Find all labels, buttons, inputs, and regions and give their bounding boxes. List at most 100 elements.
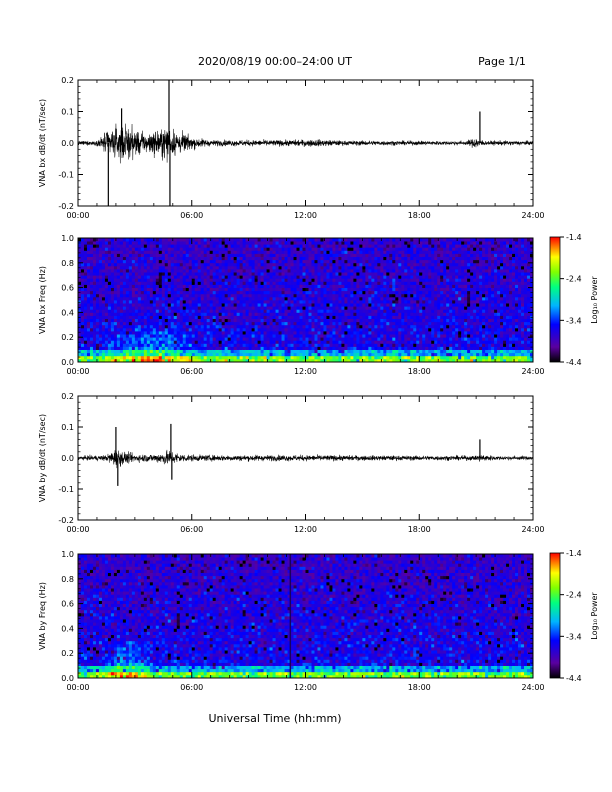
spectrogram-cell (386, 265, 390, 270)
spectrogram-cell (401, 238, 405, 242)
spectrogram-cell (284, 343, 288, 347)
spectrogram-cell (350, 278, 354, 282)
spectrogram-cell (260, 269, 264, 273)
spectrogram-cell (257, 238, 261, 242)
spectrogram-cell (434, 241, 438, 245)
spectrogram-cell (113, 324, 118, 329)
spectrogram-cell (188, 331, 193, 335)
spectrogram-cell (170, 324, 175, 329)
spectrogram-cell (425, 259, 429, 264)
spectrogram-cell (323, 337, 327, 341)
spectrogram-cell (257, 253, 261, 257)
spectrogram-cell (425, 309, 429, 313)
spectrogram-cell (299, 238, 303, 242)
spectrogram-cell (416, 321, 420, 326)
spectrogram-cell (98, 300, 103, 304)
spectrogram-cell (230, 269, 235, 273)
spectrogram-cell (236, 290, 241, 295)
spectrogram-cell (125, 293, 130, 298)
spectrogram-cell (161, 352, 166, 357)
spectrogram-cell (359, 269, 363, 273)
spectrogram-cell (155, 349, 160, 354)
spectrogram-cell (296, 256, 300, 261)
spectrogram-cell (431, 303, 435, 307)
spectrogram-cell (140, 324, 145, 329)
spectrogram-cell (254, 321, 258, 326)
spectrogram-cell (155, 296, 160, 301)
spectrogram-cell (191, 349, 196, 354)
spectrogram-cell (338, 327, 342, 332)
spectrogram-cell (365, 296, 369, 301)
spectrogram-cell (368, 265, 372, 270)
spectrogram-cell (314, 296, 318, 301)
spectrogram-cell (428, 269, 432, 273)
spectrogram-cell (413, 241, 417, 245)
spectrogram-cell (140, 247, 145, 251)
spectrogram-cell (302, 262, 306, 267)
spectrogram-cell (359, 337, 363, 341)
spectrogram-cell (293, 315, 297, 319)
spectrogram-cell (434, 253, 438, 257)
spectrogram-cell (149, 337, 154, 341)
spectrogram-cell (95, 262, 100, 267)
spectrogram-cell (329, 253, 333, 257)
spectrogram-cell (395, 303, 399, 307)
spectrogram-cell (347, 303, 351, 307)
spectrogram-cell (83, 241, 88, 245)
spectrogram-cell (80, 265, 85, 270)
spectrogram-cell (107, 247, 112, 251)
spectrogram-cell (422, 355, 426, 360)
spectrogram-cell (164, 358, 169, 363)
spectrogram-cell (227, 303, 232, 307)
spectrogram-cell (206, 284, 211, 288)
spectrogram-cell (380, 244, 384, 248)
spectrogram-cell (218, 334, 223, 338)
spectrogram-cell (314, 262, 318, 267)
spectrogram-cell (422, 337, 426, 341)
spectrogram-cell (362, 331, 366, 335)
spectrogram-cell (347, 324, 351, 329)
spectrogram-cell (137, 290, 142, 295)
spectrogram-cell (428, 253, 432, 257)
spectrogram-cell (296, 306, 300, 310)
spectrogram-cell (323, 315, 327, 319)
spectrogram-cell (287, 250, 291, 254)
spectrogram-cell (347, 238, 351, 242)
spectrogram-cell (92, 334, 97, 338)
spectrogram-cell (413, 331, 417, 335)
spectrogram-cell (287, 315, 291, 319)
spectrogram-cell (395, 358, 399, 363)
spectrogram-cell (113, 293, 118, 298)
spectrogram-cell (155, 334, 160, 338)
spectrogram-cell (263, 241, 267, 245)
spectrogram-cell (143, 262, 148, 267)
spectrogram-cell (119, 315, 124, 319)
bx-waveform-plot (77, 80, 534, 206)
spectrogram-cell (227, 324, 232, 329)
spectrogram-cell (299, 293, 303, 298)
spectrogram-cell (290, 300, 294, 304)
spectrogram-cell (206, 272, 211, 276)
spectrogram-cell (227, 340, 232, 344)
spectrogram-cell (206, 241, 211, 245)
spectrogram-cell (158, 272, 163, 276)
spectrogram-cell (143, 349, 148, 354)
spectrogram-cell (374, 327, 378, 332)
spectrogram-cell (134, 346, 139, 350)
spectrogram-cell (83, 318, 88, 323)
spectrogram-cell (236, 343, 241, 347)
spectrogram-cell (98, 331, 103, 335)
spectrogram-cell (416, 343, 420, 347)
spectrogram-cell (293, 293, 297, 298)
spectrogram-cell (182, 253, 187, 257)
spectrogram-cell (344, 262, 348, 267)
spectrogram-cell (173, 278, 178, 282)
spectrogram-cell (266, 287, 270, 292)
spectrogram-cell (137, 272, 142, 276)
spectrogram-cell (365, 281, 369, 285)
spectrogram-cell (284, 300, 288, 304)
spectrogram-cell (305, 293, 309, 298)
spectrogram-cell (383, 262, 387, 267)
spectrogram-cell (404, 309, 408, 313)
spectrogram-cell (398, 340, 402, 344)
